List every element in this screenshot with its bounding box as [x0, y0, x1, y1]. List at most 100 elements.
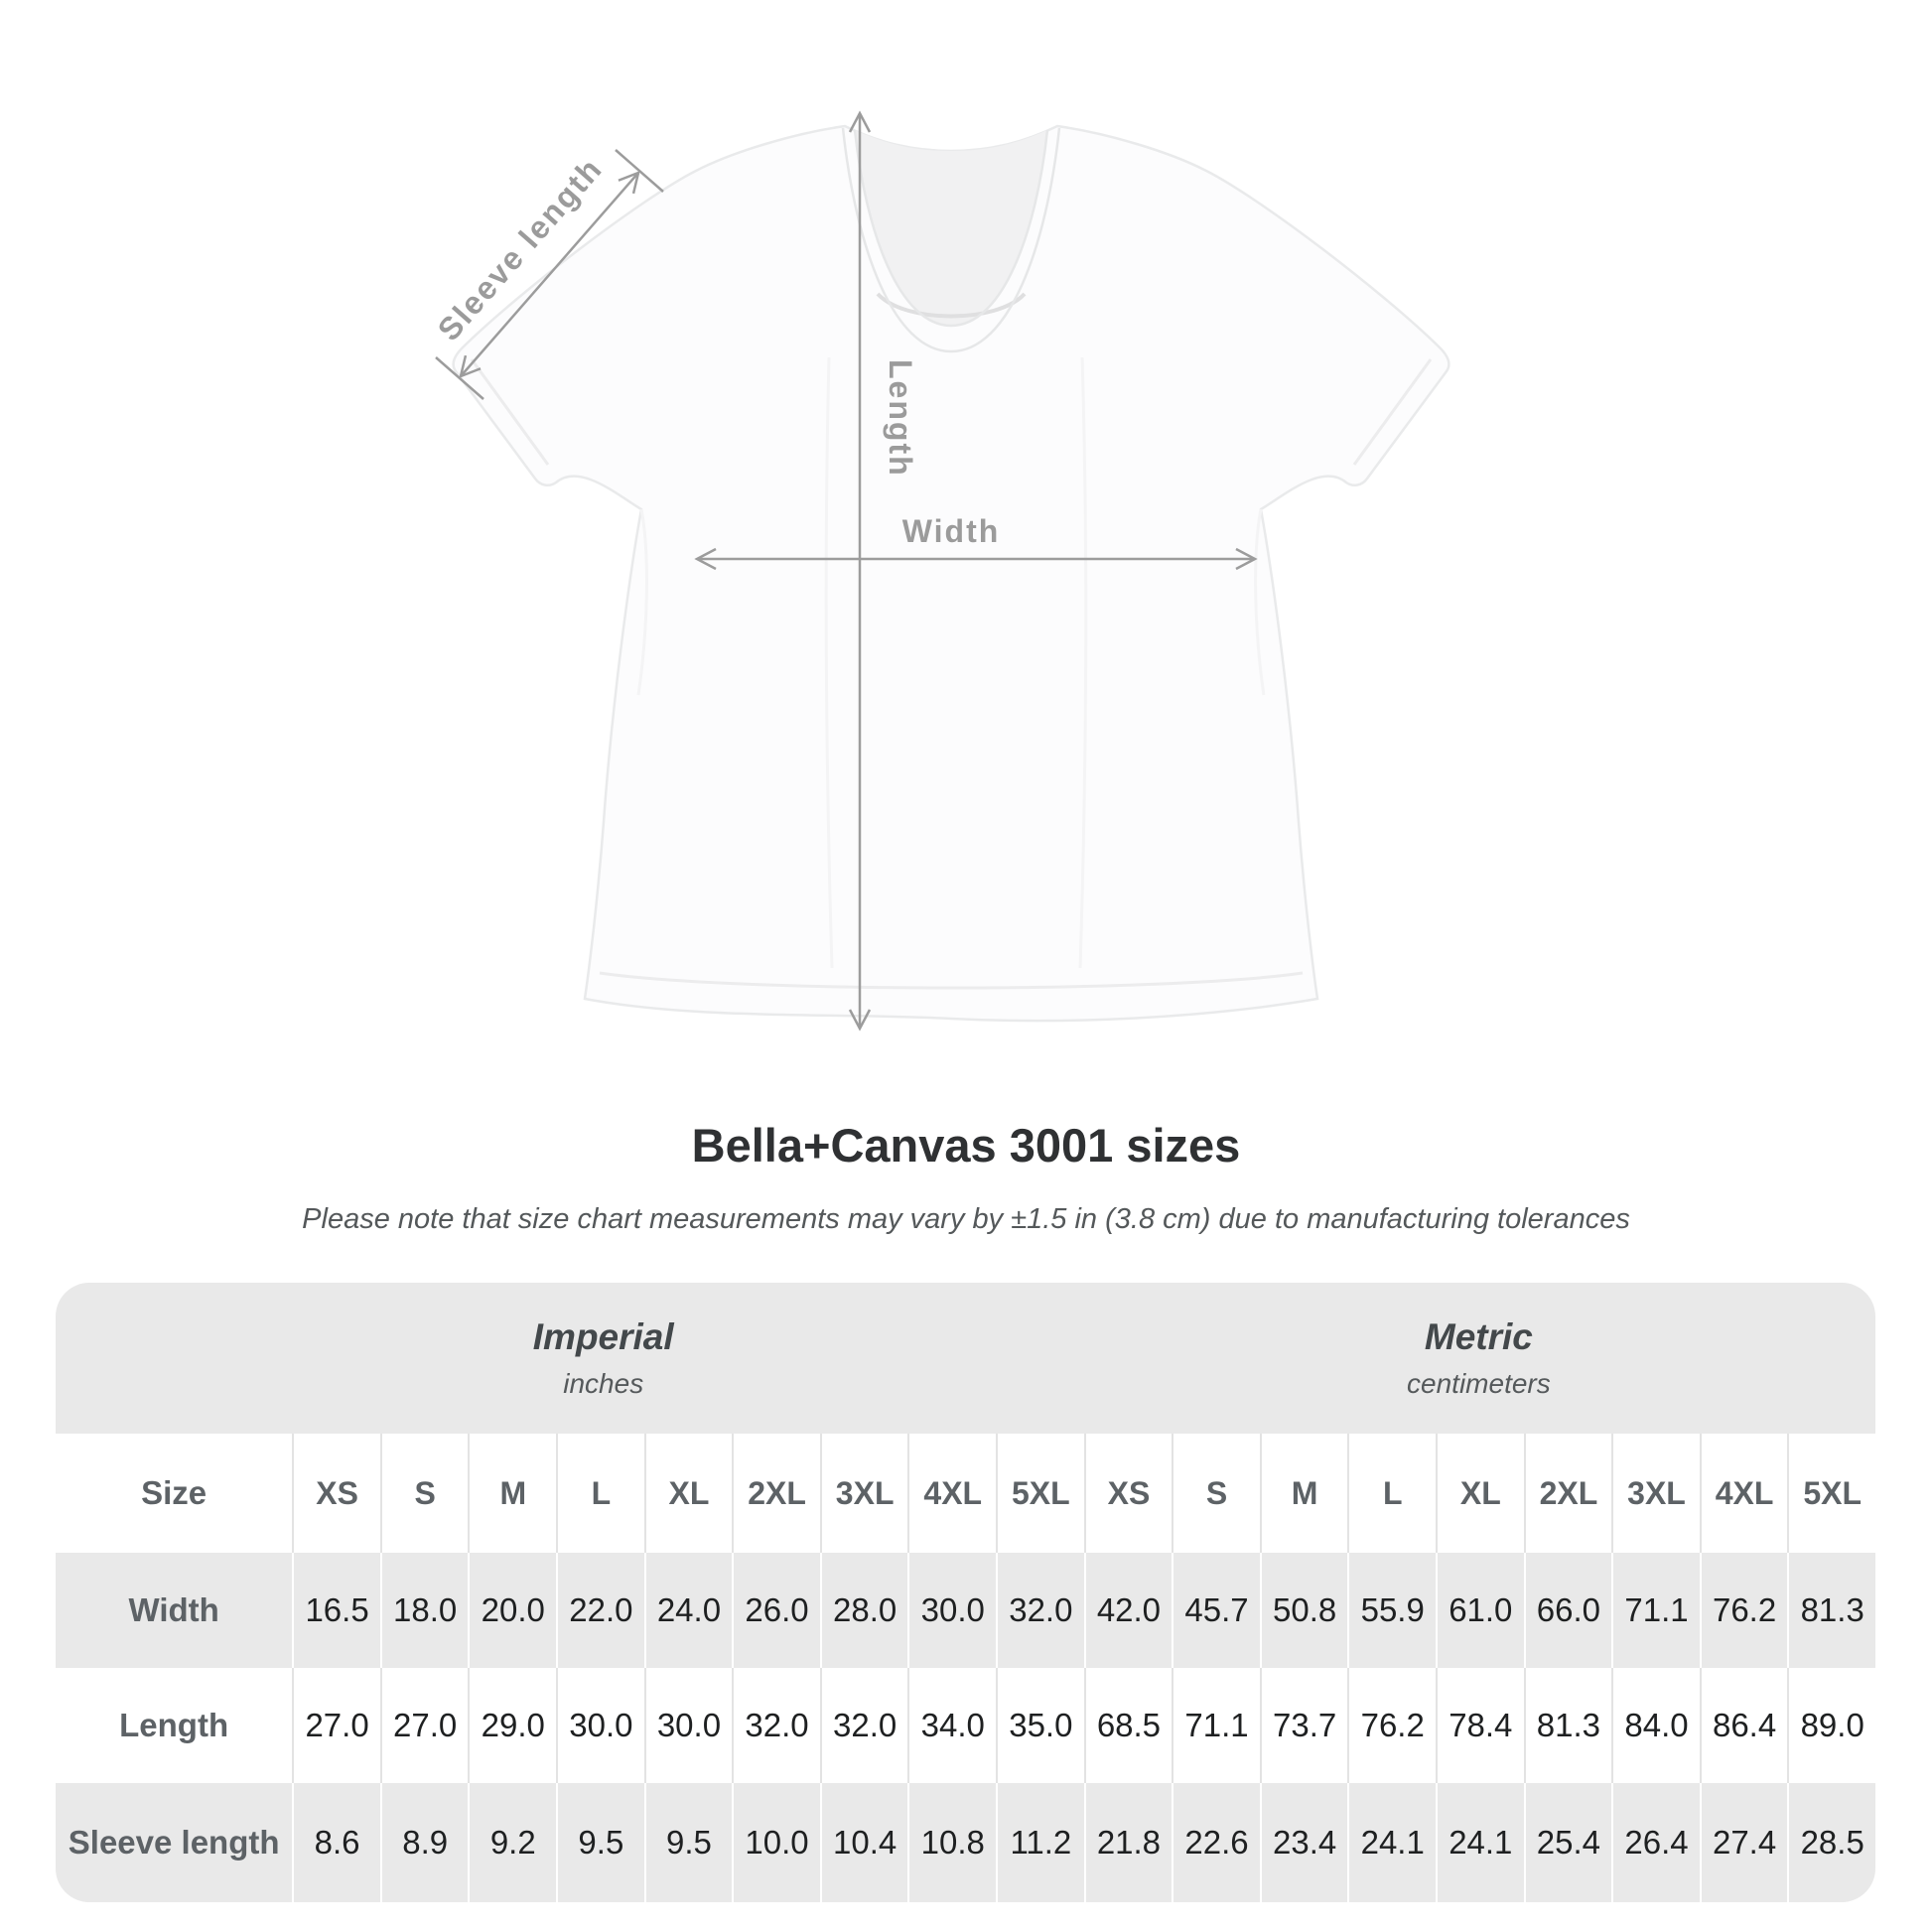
row-label-width: Width — [128, 1591, 219, 1628]
width-value-cell: 81.3 — [1787, 1553, 1875, 1668]
width-value-cell: 30.0 — [907, 1553, 996, 1668]
length-value-cell: 30.0 — [643, 1668, 733, 1783]
sleeve-length-value-cell: 8.9 — [379, 1783, 469, 1902]
units-header-band: Imperial inches Metric centimeters — [56, 1283, 1875, 1434]
length-value-cell: 35.0 — [996, 1668, 1084, 1783]
size-header-cell: XS — [1083, 1434, 1173, 1553]
length-value-cell: 81.3 — [1523, 1668, 1612, 1783]
sleeve-length-value-cell: 9.5 — [556, 1783, 644, 1902]
length-value-cell: 29.0 — [468, 1668, 556, 1783]
sleeve-length-value-cell: 23.4 — [1259, 1783, 1348, 1902]
length-label: Length — [883, 359, 918, 478]
length-value-cell: 76.2 — [1347, 1668, 1436, 1783]
length-value-cell: 78.4 — [1436, 1668, 1524, 1783]
size-table: Imperial inches Metric centimeters Size … — [56, 1283, 1875, 1902]
size-header-cell: 2XL — [732, 1434, 820, 1553]
tshirt-illustration — [452, 124, 1450, 1023]
size-header-cell: XL — [643, 1434, 733, 1553]
width-value-cell: 32.0 — [996, 1553, 1084, 1668]
width-value-cell: 71.1 — [1611, 1553, 1700, 1668]
page-title: Bella+Canvas 3001 sizes — [691, 1119, 1241, 1172]
tolerance-note: Please note that size chart measurements… — [302, 1203, 1630, 1235]
sleeve-length-value-cell: 21.8 — [1083, 1783, 1173, 1902]
sleeve-length-value-cell: 8.6 — [292, 1783, 380, 1902]
sleeve-length-value-cell: 26.4 — [1611, 1783, 1700, 1902]
size-header-cell: L — [1347, 1434, 1436, 1553]
width-value-cell: 22.0 — [556, 1553, 644, 1668]
size-header-cell: 2XL — [1523, 1434, 1612, 1553]
length-value-cell: 86.4 — [1699, 1668, 1788, 1783]
sleeve-length-value-cell: 28.5 — [1787, 1783, 1875, 1902]
sleeve-length-value-cell: 10.0 — [732, 1783, 820, 1902]
width-value-cell: 16.5 — [292, 1553, 380, 1668]
length-value-cell: 71.1 — [1172, 1668, 1260, 1783]
sleeve-arrow-end-tick — [615, 149, 664, 193]
sleeve-length-value-cell: 24.1 — [1436, 1783, 1524, 1902]
width-value-cell: 66.0 — [1523, 1553, 1612, 1668]
imperial-unit-label: inches — [563, 1368, 644, 1399]
table-row-sleeve-length: Sleeve length 8.6 8.9 9.2 9.5 9.5 10.0 10.4 10.… — [56, 1783, 1875, 1902]
width-value-cell: 50.8 — [1259, 1553, 1348, 1668]
row-label-sleeve-length: Sleeve length — [68, 1824, 280, 1861]
size-header-cell: 3XL — [819, 1434, 908, 1553]
sleeve-length-value-cell: 9.5 — [643, 1783, 733, 1902]
size-header-cell: M — [1259, 1434, 1348, 1553]
length-value-cell: 32.0 — [819, 1668, 908, 1783]
metric-header-group: Metric centimeters — [1407, 1316, 1551, 1400]
table-header-row: Size XS S M L XL 2XL 3XL 4XL 5XL XS S M L XL 2XL 3XL 4XL… — [56, 1434, 1875, 1553]
length-value-cell: 73.7 — [1259, 1668, 1348, 1783]
sleeve-length-value-cell: 24.1 — [1347, 1783, 1436, 1902]
width-value-cell: 24.0 — [643, 1553, 733, 1668]
sleeve-length-value-cell: 22.6 — [1172, 1783, 1260, 1902]
sleeve-length-value-cell: 27.4 — [1699, 1783, 1788, 1902]
width-value-cell: 18.0 — [379, 1553, 469, 1668]
width-value-cell: 61.0 — [1436, 1553, 1524, 1668]
width-value-cell: 76.2 — [1699, 1553, 1788, 1668]
length-value-cell: 89.0 — [1787, 1668, 1875, 1783]
size-header-cell: XL — [1436, 1434, 1524, 1553]
table-row-length: Length 27.0 27.0 29.0 30.0 30.0 32.0 32.0 34.0 3… — [56, 1668, 1875, 1783]
length-value-cell: 34.0 — [907, 1668, 996, 1783]
width-value-cell: 45.7 — [1172, 1553, 1260, 1668]
length-value-cell: 68.5 — [1083, 1668, 1173, 1783]
size-header-cell: 5XL — [996, 1434, 1084, 1553]
sleeve-arrow-end-tick — [435, 356, 484, 400]
size-header-cell: M — [468, 1434, 556, 1553]
width-value-cell: 28.0 — [819, 1553, 908, 1668]
size-header-cell: S — [379, 1434, 469, 1553]
size-header-cell: L — [556, 1434, 644, 1553]
collar-opening — [855, 130, 1047, 326]
size-header-cell: 4XL — [1699, 1434, 1788, 1553]
size-header-cell: S — [1172, 1434, 1260, 1553]
length-value-cell: 30.0 — [556, 1668, 644, 1783]
table-row-width: Width 16.5 18.0 20.0 22.0 24.0 26.0 28.0 30.0 32… — [56, 1553, 1875, 1668]
metric-label: Metric — [1424, 1316, 1533, 1357]
length-value-cell: 27.0 — [292, 1668, 380, 1783]
size-header-cell: 4XL — [907, 1434, 996, 1553]
sleeve-length-value-cell: 10.4 — [819, 1783, 908, 1902]
size-header-cell: 5XL — [1787, 1434, 1875, 1553]
metric-unit-label: centimeters — [1407, 1368, 1551, 1399]
measurement-arrows — [435, 110, 1258, 1032]
length-value-cell: 32.0 — [732, 1668, 820, 1783]
sleeve-length-value-cell: 25.4 — [1523, 1783, 1612, 1902]
width-value-cell: 55.9 — [1347, 1553, 1436, 1668]
width-value-cell: 26.0 — [732, 1553, 820, 1668]
size-header-cell: XS — [292, 1434, 380, 1553]
length-value-cell: 27.0 — [379, 1668, 469, 1783]
length-value-cell: 84.0 — [1611, 1668, 1700, 1783]
tshirt-measurement-diagram: Sleeve length Length Width — [431, 110, 1450, 1032]
size-column-header: Size — [141, 1474, 207, 1511]
imperial-header-group: Imperial inches — [533, 1316, 674, 1400]
sleeve-length-arrow — [459, 170, 640, 379]
width-value-cell: 20.0 — [468, 1553, 556, 1668]
width-value-cell: 42.0 — [1083, 1553, 1173, 1668]
sleeve-length-value-cell: 10.8 — [907, 1783, 996, 1902]
sleeve-length-value-cell: 11.2 — [996, 1783, 1084, 1902]
width-label: Width — [902, 513, 1001, 549]
size-header-cell: 3XL — [1611, 1434, 1700, 1553]
sleeve-length-value-cell: 9.2 — [468, 1783, 556, 1902]
imperial-label: Imperial — [532, 1316, 674, 1357]
row-label-length: Length — [119, 1707, 229, 1743]
